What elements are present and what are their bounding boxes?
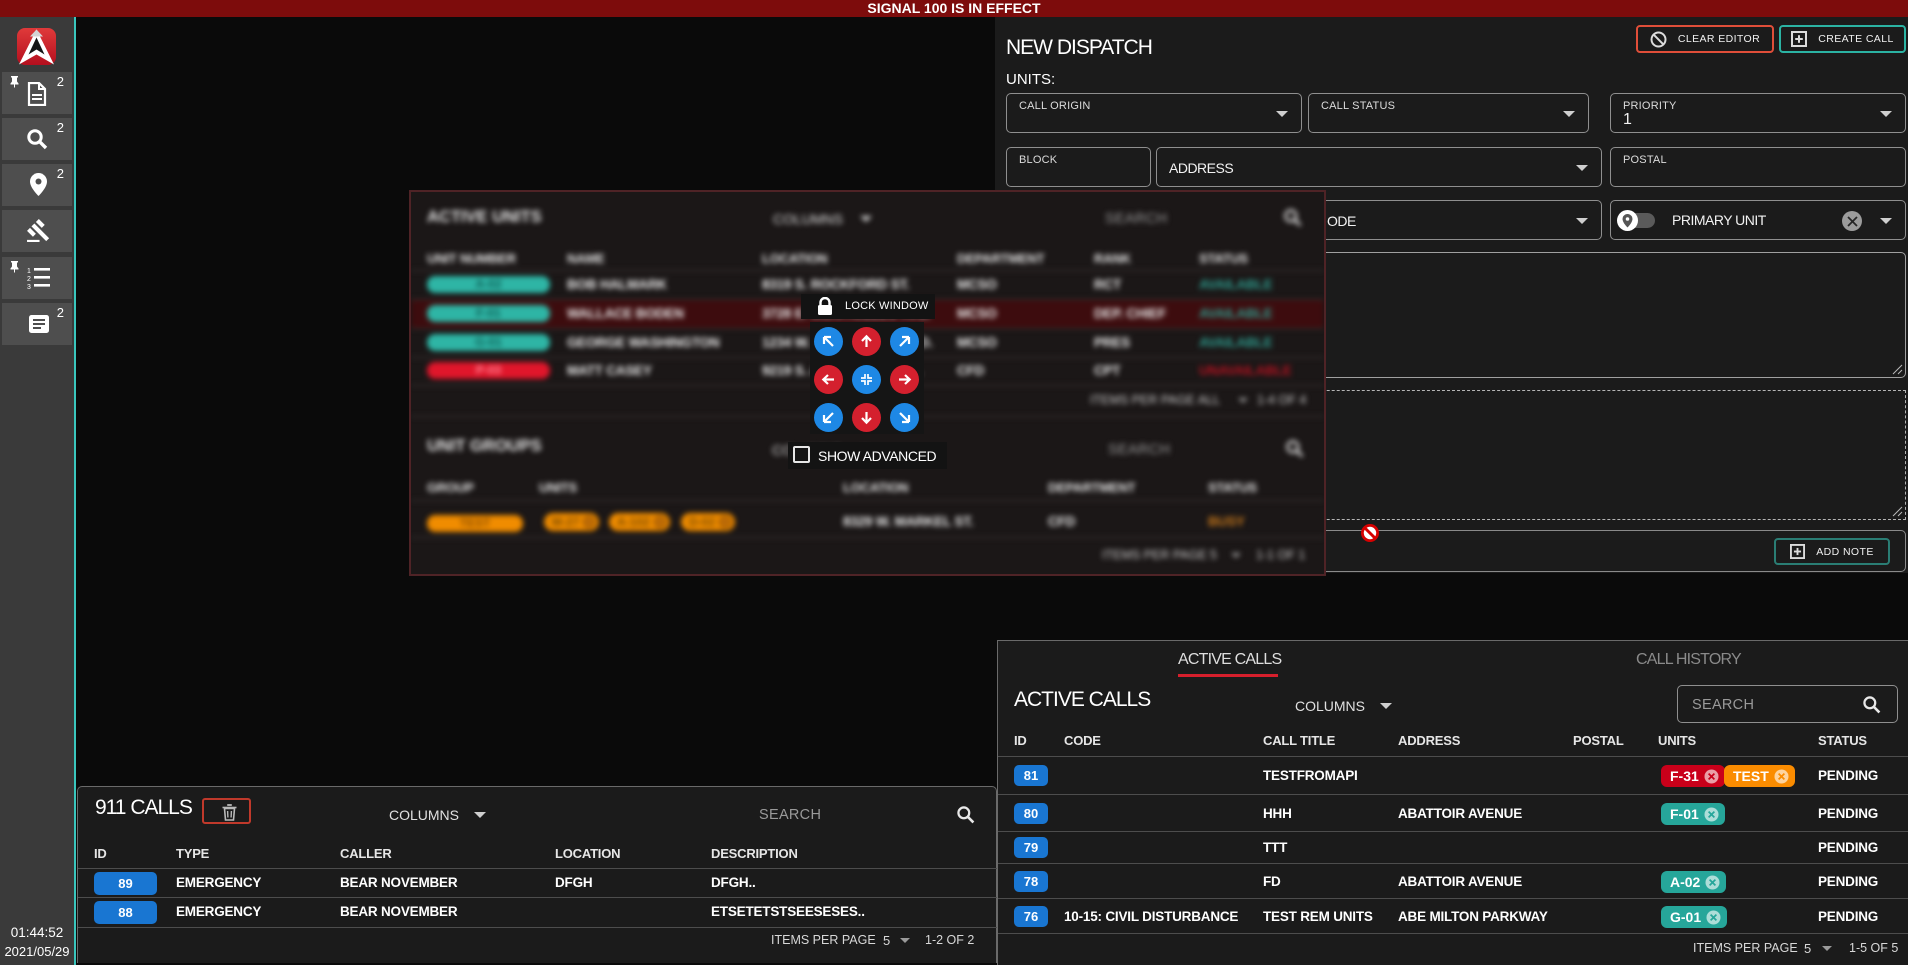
svg-text:2: 2 (27, 276, 31, 283)
svg-text:1: 1 (27, 268, 31, 275)
svg-text:3: 3 (27, 284, 31, 290)
